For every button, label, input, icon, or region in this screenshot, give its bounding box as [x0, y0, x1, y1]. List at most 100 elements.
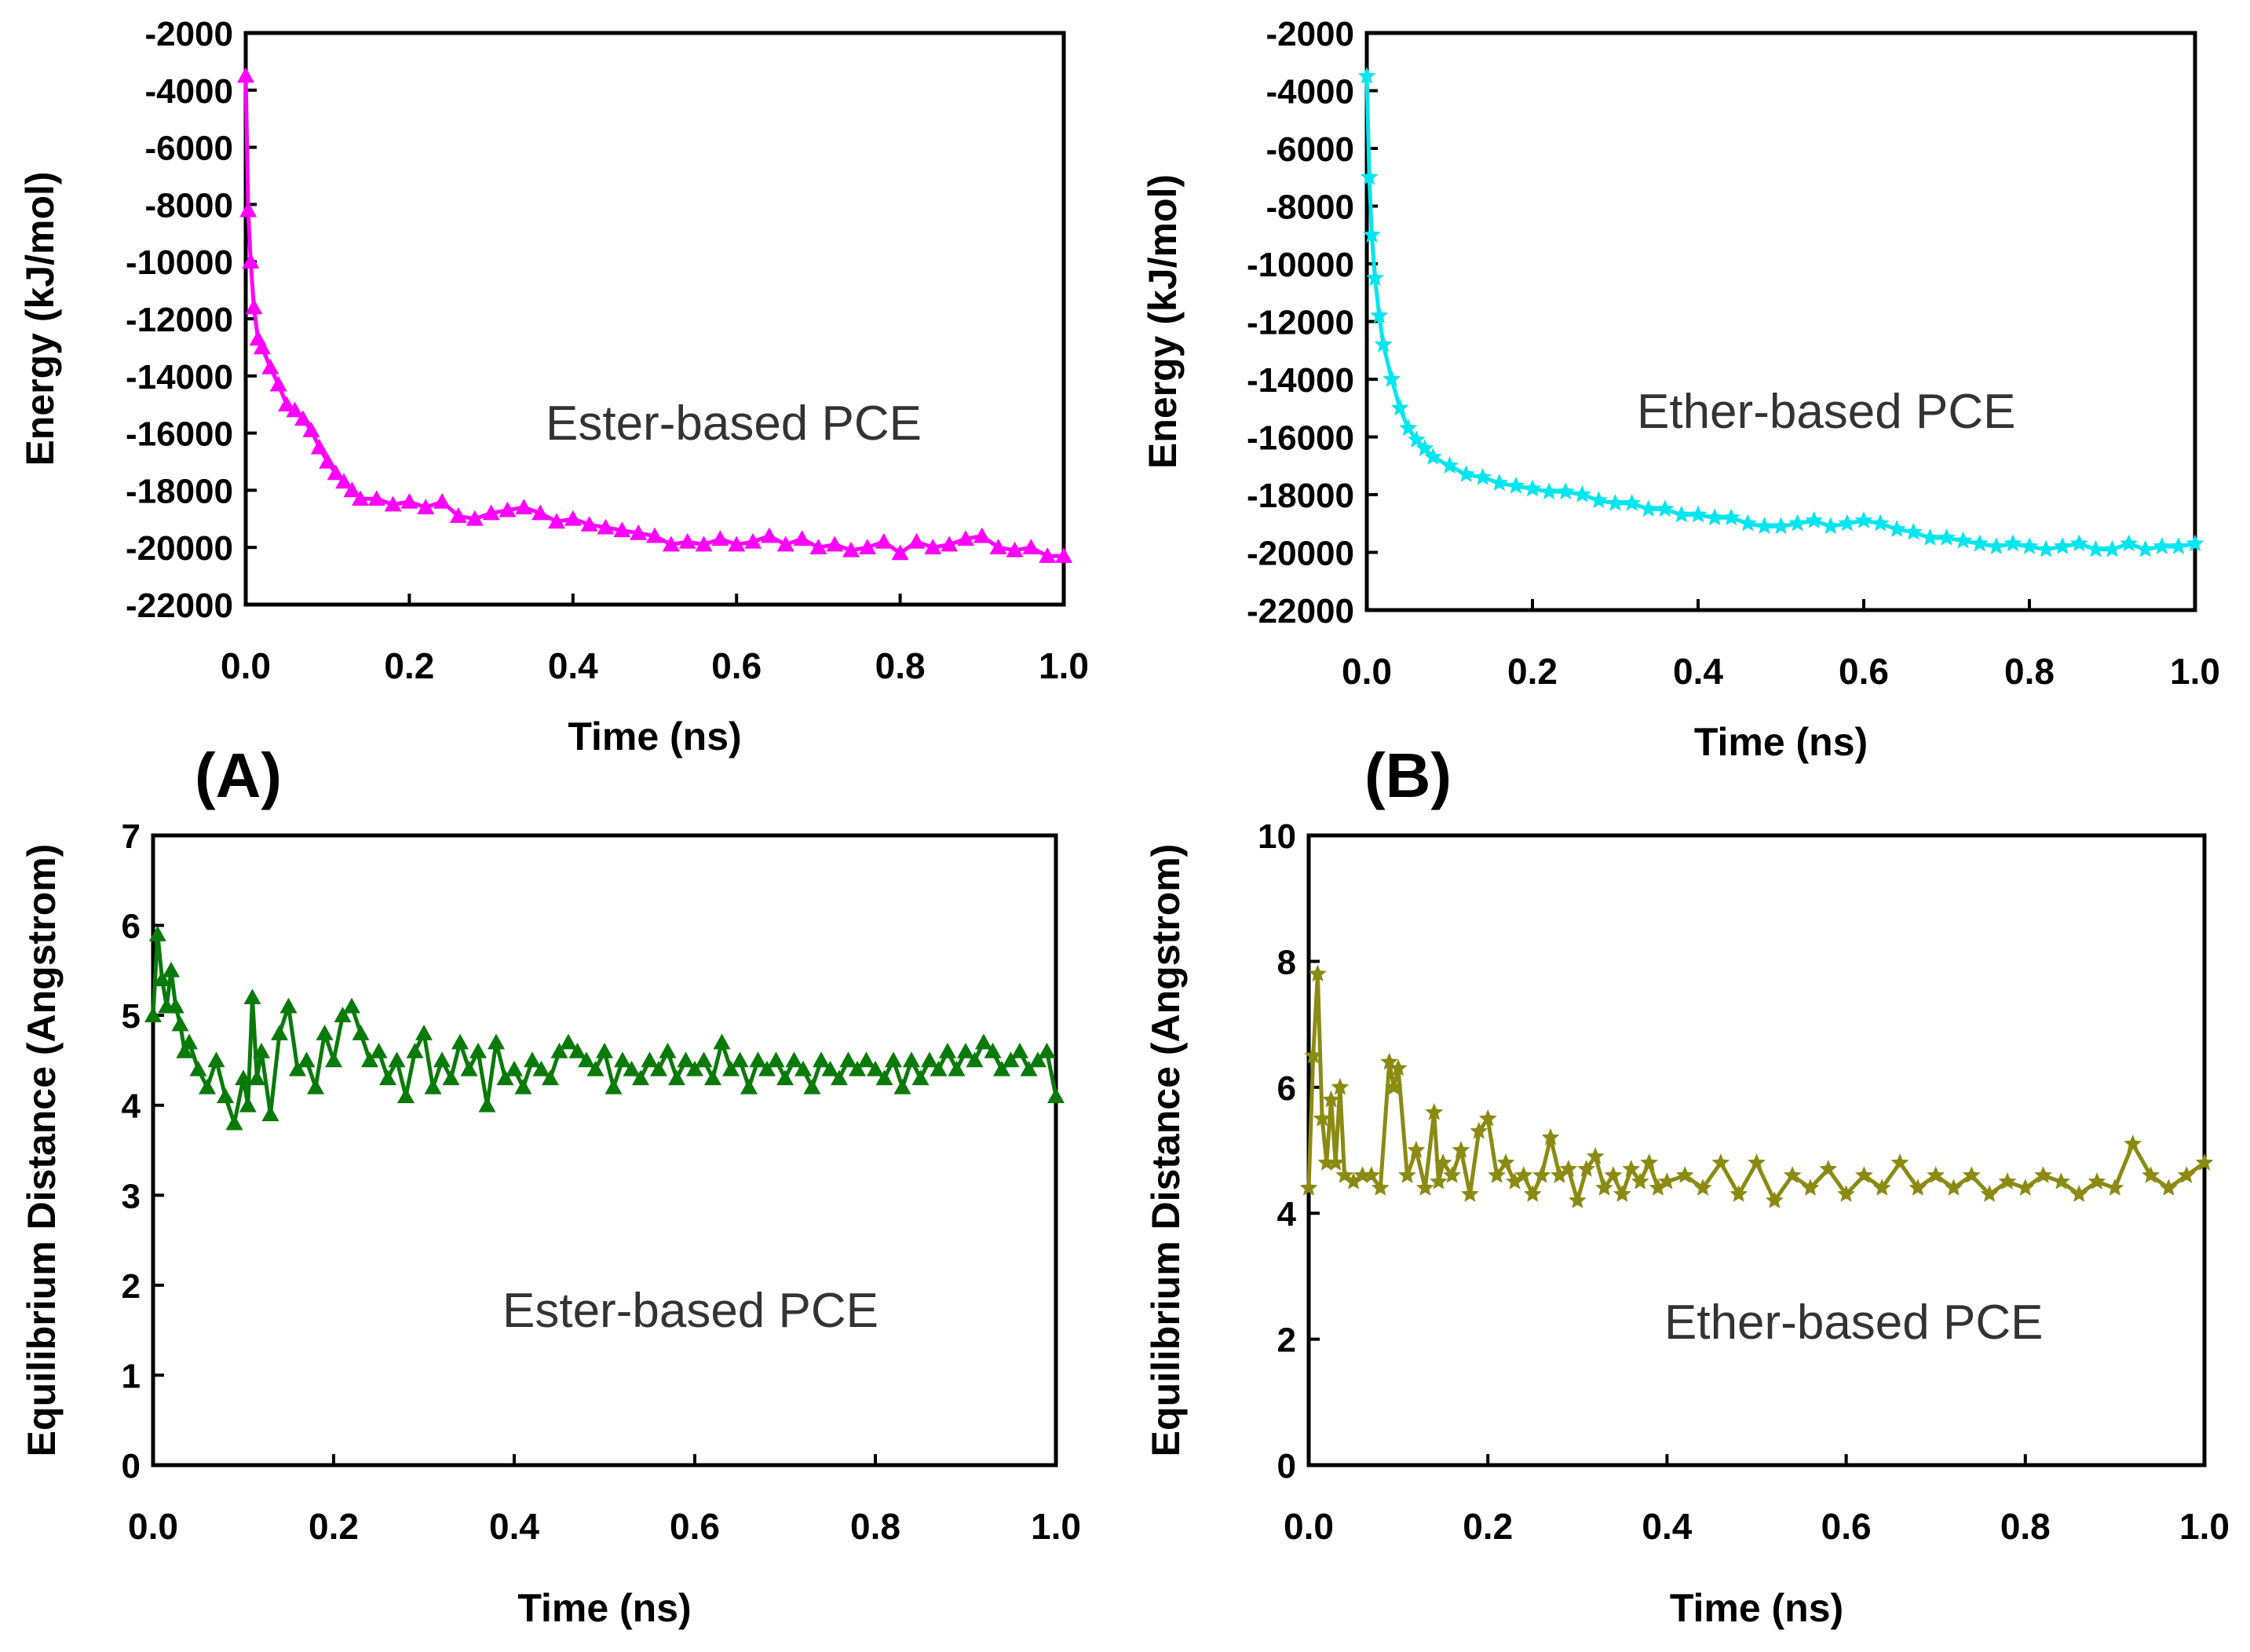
data-point	[1398, 1166, 1416, 1183]
data-point	[449, 507, 467, 523]
data-point	[1430, 1172, 1448, 1190]
data-point	[361, 1051, 378, 1068]
data-point	[181, 1033, 198, 1050]
x-tick-label: 0.4	[489, 1506, 539, 1547]
data-point	[1461, 1185, 1479, 1202]
energy-ester-chart: -22000 -20000 -18000 -16000 -14000 -12000 -100…	[18, 15, 1089, 758]
y-tick-label: 7	[122, 817, 141, 856]
data-point	[310, 438, 328, 455]
data-point	[668, 1069, 685, 1086]
data-point	[605, 1078, 623, 1095]
data-point	[1890, 1153, 1909, 1171]
data-point	[1385, 1077, 1403, 1095]
energy-ether-chart: -22000 -20000 -18000 -16000 -14000 -12000 -100…	[1141, 15, 2220, 764]
data-point	[867, 1060, 884, 1076]
data-point	[1577, 1160, 1596, 1177]
data-point	[1038, 1042, 1056, 1058]
data-point	[678, 532, 696, 549]
data-point	[722, 1060, 740, 1076]
data-point	[1006, 541, 1024, 557]
data-point	[1362, 1166, 1381, 1183]
data-point	[728, 535, 746, 552]
data-point	[1693, 1179, 1712, 1196]
y-tick-label: 2	[122, 1267, 141, 1306]
data-point	[225, 1114, 243, 1131]
data-point	[469, 1042, 487, 1058]
y-tick-label: 2	[1277, 1321, 1296, 1360]
data-point	[2036, 539, 2055, 557]
data-point	[760, 527, 778, 543]
data-point	[2177, 1166, 2196, 1183]
data-point	[1304, 1046, 1323, 1064]
data-point	[686, 1060, 703, 1076]
x-tick-label: 1.0	[1039, 645, 1089, 686]
data-point	[2142, 1166, 2160, 1183]
data-point	[826, 535, 844, 552]
data-point	[744, 532, 762, 549]
y-tick-label: 0	[122, 1447, 141, 1486]
data-point	[1738, 514, 1757, 532]
data-point	[1299, 1179, 1318, 1196]
y-tick-label: -8000	[1266, 188, 1354, 227]
data-point	[1783, 1166, 1802, 1183]
data-point	[564, 510, 582, 526]
data-point	[237, 67, 254, 83]
data-point	[379, 1069, 396, 1086]
data-point	[442, 1069, 460, 1086]
data-point	[793, 530, 811, 546]
data-point	[1541, 1128, 1560, 1146]
x-axis-title: Time (ns)	[517, 1586, 691, 1630]
data-point	[1805, 511, 1824, 528]
data-point	[171, 1015, 189, 1032]
data-point	[397, 1087, 415, 1104]
data-point	[2169, 537, 2188, 554]
data-point	[921, 1051, 938, 1068]
data-point	[253, 338, 271, 355]
data-point	[1572, 485, 1591, 503]
data-point	[1987, 537, 2006, 554]
data-point	[641, 1051, 659, 1068]
data-point	[2052, 1172, 2070, 1190]
data-point	[975, 1033, 992, 1050]
data-point	[1022, 539, 1040, 554]
data-point	[166, 997, 184, 1014]
data-point	[893, 1078, 911, 1095]
data-point	[289, 1060, 306, 1076]
data-point	[858, 539, 876, 554]
data-point	[1748, 1153, 1766, 1171]
data-point	[1425, 1102, 1444, 1120]
data-point	[1507, 477, 1525, 494]
data-point	[1478, 1109, 1497, 1127]
data-point	[930, 1060, 948, 1076]
x-tick-label: 0.8	[2004, 651, 2055, 692]
data-point	[659, 1042, 677, 1058]
data-point	[948, 1060, 966, 1076]
data-point	[319, 453, 337, 469]
data-point	[1047, 1087, 1065, 1104]
data-point	[1595, 1179, 1613, 1196]
data-point	[2186, 534, 2204, 552]
data-point	[1443, 1166, 1461, 1183]
x-tick-label: 0.4	[1642, 1506, 1692, 1547]
data-point	[1971, 534, 1989, 552]
data-point	[352, 1025, 370, 1040]
data-point	[1927, 1166, 1945, 1183]
data-point	[875, 532, 893, 549]
y-tick-label: -16000	[126, 415, 233, 454]
data-point	[1590, 491, 1608, 509]
data-point	[1908, 1179, 1927, 1196]
data-point	[1514, 1166, 1533, 1183]
data-point	[1389, 1058, 1408, 1076]
data-point	[2087, 1172, 2106, 1190]
data-point	[2003, 534, 2022, 552]
data-point	[235, 1069, 252, 1086]
y-axis-title: Equilibrium Distance (Angstrom)	[20, 844, 64, 1457]
y-axis-title: Energy (kJ/mol)	[18, 171, 62, 466]
data-point	[1854, 511, 1873, 528]
data-point	[343, 997, 360, 1014]
data-point	[1457, 465, 1475, 482]
y-tick-label: -14000	[126, 358, 233, 397]
data-point	[1322, 1090, 1340, 1108]
data-point	[2016, 1179, 2035, 1196]
data-point	[2069, 534, 2088, 552]
